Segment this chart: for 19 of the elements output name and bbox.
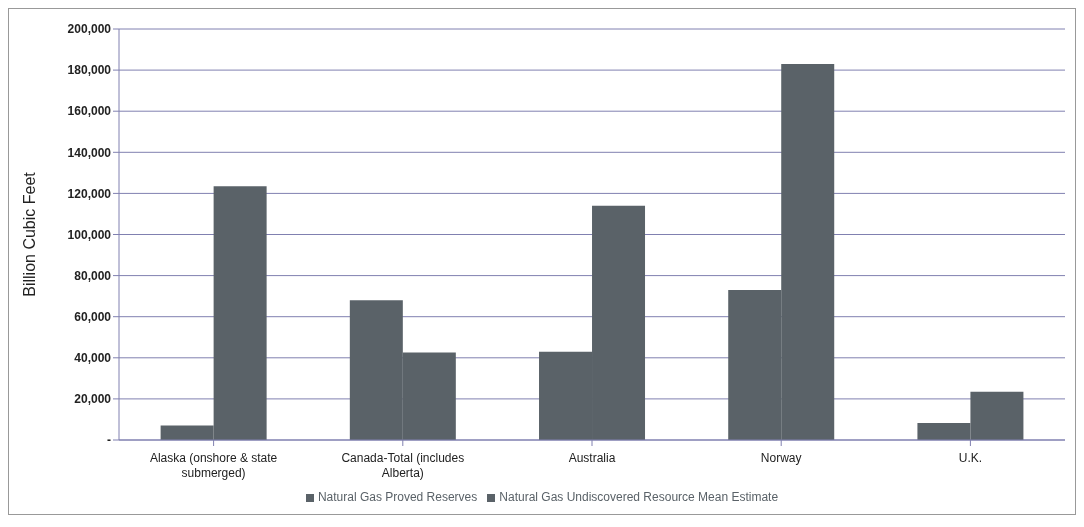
y-tick-label: 200,000 — [67, 22, 112, 37]
y-axis-title: Billion Cubic Feet — [20, 171, 38, 297]
legend-label: Natural Gas Proved Reserves — [317, 490, 478, 504]
y-tick-label: 180,000 — [67, 63, 112, 78]
legend-label: Natural Gas Undiscovered Resource Mean Estimate — [499, 490, 779, 504]
x-tick-label: U.K. — [958, 451, 983, 465]
y-tick-label: 140,000 — [67, 145, 112, 160]
y-tick-label: 80,000 — [74, 268, 112, 283]
x-tick-label: Alaska (onshore & state submerged) — [149, 451, 278, 480]
y-tick-label: 20,000 — [74, 392, 112, 407]
y-tick-label: 100,000 — [67, 227, 112, 242]
y-tick-label: 120,000 — [67, 186, 112, 201]
x-tick-label: Norway — [760, 451, 802, 465]
y-tick-label: - — [107, 433, 111, 448]
y-tick-label: 40,000 — [74, 351, 112, 366]
x-tick-label: Canada-Total (includes Alberta) — [341, 451, 465, 480]
x-tick-label: Australia — [568, 451, 616, 465]
y-tick-label: 60,000 — [74, 309, 112, 324]
y-tick-label: 160,000 — [67, 104, 112, 119]
